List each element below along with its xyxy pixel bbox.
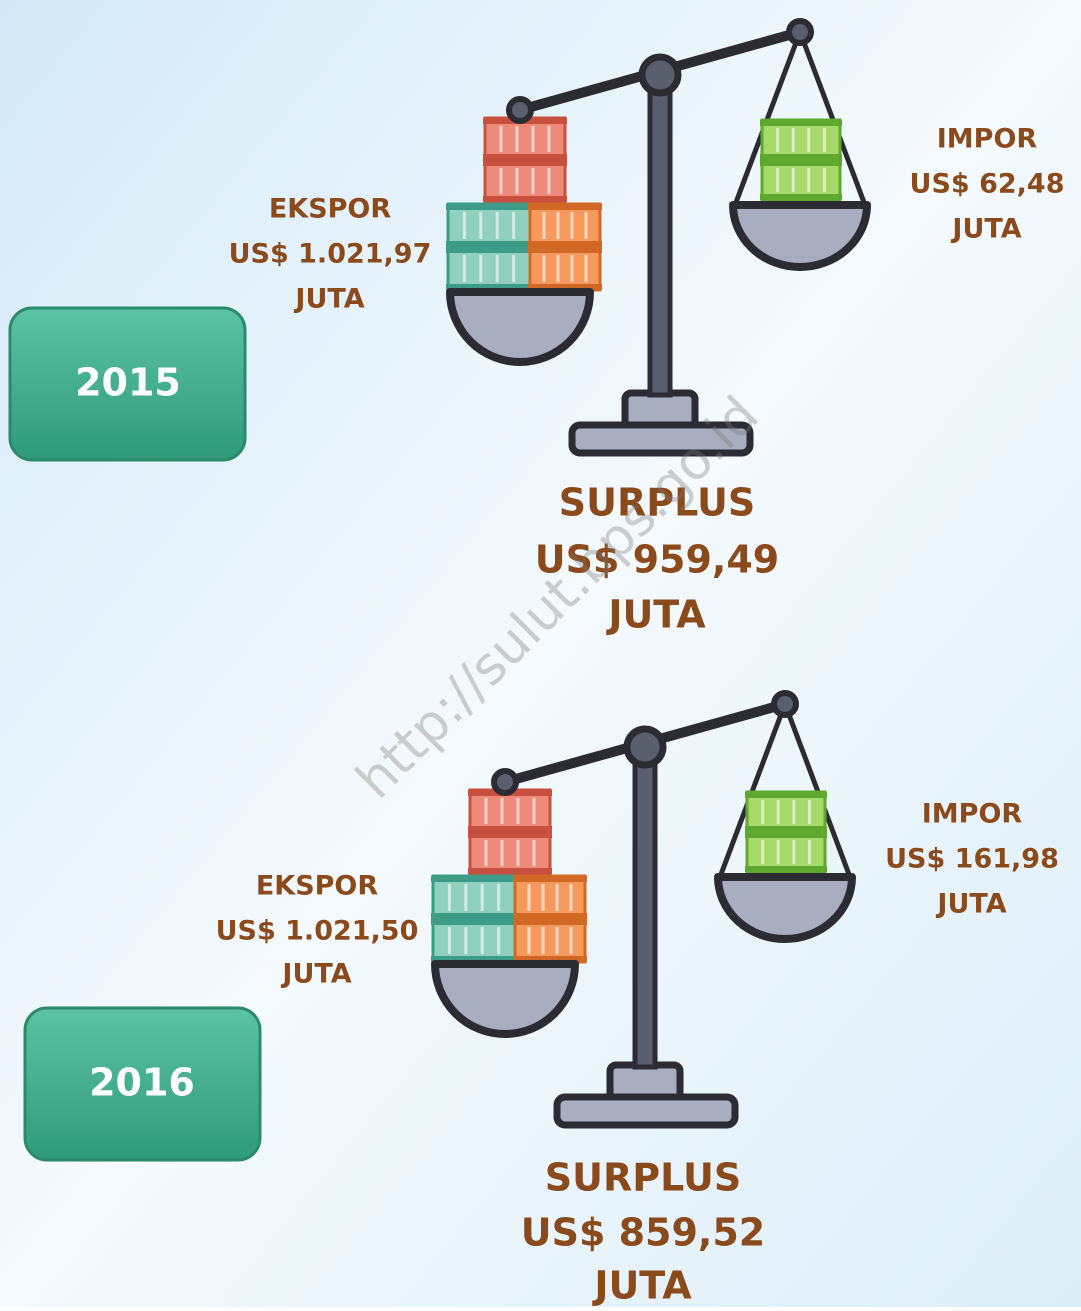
container-band [483,196,567,202]
container-band [760,120,842,126]
container-band [528,284,602,290]
scale [446,18,871,457]
container-band [483,154,567,160]
container-band [513,956,587,962]
pan [714,873,856,943]
import-label: IMPOR [937,124,1038,155]
container-band [528,204,602,210]
import-unit: JUTA [935,889,1006,920]
import-unit: JUTA [950,214,1021,245]
container [513,917,587,964]
container [468,788,552,834]
panel-2016: 2016 EKSPOR US$ 1.021,50 JUTA IMPOR US$ … [23,799,1059,1308]
container-band [760,160,842,166]
export-value: US$ 1.021,97 [229,239,432,270]
container-band [431,919,517,925]
container-band [745,792,827,798]
container-band [513,876,587,882]
export-label: EKSPOR [256,871,379,902]
year-box [23,1006,262,1162]
joint [786,18,814,46]
pan [431,960,579,1038]
base [553,1093,739,1129]
container-band [513,913,587,919]
import-label: IMPOR [922,799,1023,830]
container [513,874,587,921]
pan [729,201,871,271]
panel-2015: 2015 EKSPOR US$ 1.021,97 JUTA IMPOR US$ … [8,124,1065,637]
container [483,116,567,162]
year: 2016 [89,1061,195,1105]
container-band [760,194,842,200]
export-label: EKSPOR [269,194,392,225]
container-band [431,956,517,962]
container-band [528,241,602,247]
container-band [468,868,552,874]
container-band [528,247,602,253]
joint [506,96,534,124]
container [431,874,517,921]
pole [632,744,658,1070]
pan [446,288,594,366]
export-unit: JUTA [280,959,351,990]
container [431,917,517,964]
pole [647,72,673,398]
container-band [446,241,532,247]
container [528,202,602,249]
scale [431,690,856,1129]
joint [491,768,519,796]
export-value: US$ 1.021,50 [216,916,419,947]
container-band [431,876,517,882]
container [468,830,552,876]
surplus-value: US$ 959,49 [535,538,780,582]
surplus-value: US$ 859,52 [521,1211,766,1255]
container-band [446,247,532,253]
surplus-label: SURPLUS [559,481,755,525]
import-value: US$ 62,48 [910,169,1065,200]
container [446,245,532,292]
surplus-unit: JUTA [591,1264,692,1308]
surplus-label: SURPLUS [545,1156,741,1200]
container-band [468,832,552,838]
surplus-unit: JUTA [605,593,706,637]
container-band [745,866,827,872]
container-band [431,913,517,919]
container [745,830,827,874]
container-band [468,826,552,832]
container-band [483,160,567,166]
container-band [446,284,532,290]
container [528,245,602,292]
year: 2015 [75,361,181,405]
container-band [745,832,827,838]
joint [771,690,799,718]
pivot [638,53,682,97]
year-box [8,306,247,462]
container-band [446,204,532,210]
pivot [623,725,667,769]
container [483,158,567,204]
import-value: US$ 161,98 [885,844,1059,875]
container-band [513,919,587,925]
export-unit: JUTA [293,284,364,315]
container-band [745,826,827,832]
container [446,202,532,249]
base [568,421,754,457]
container-band [760,154,842,160]
